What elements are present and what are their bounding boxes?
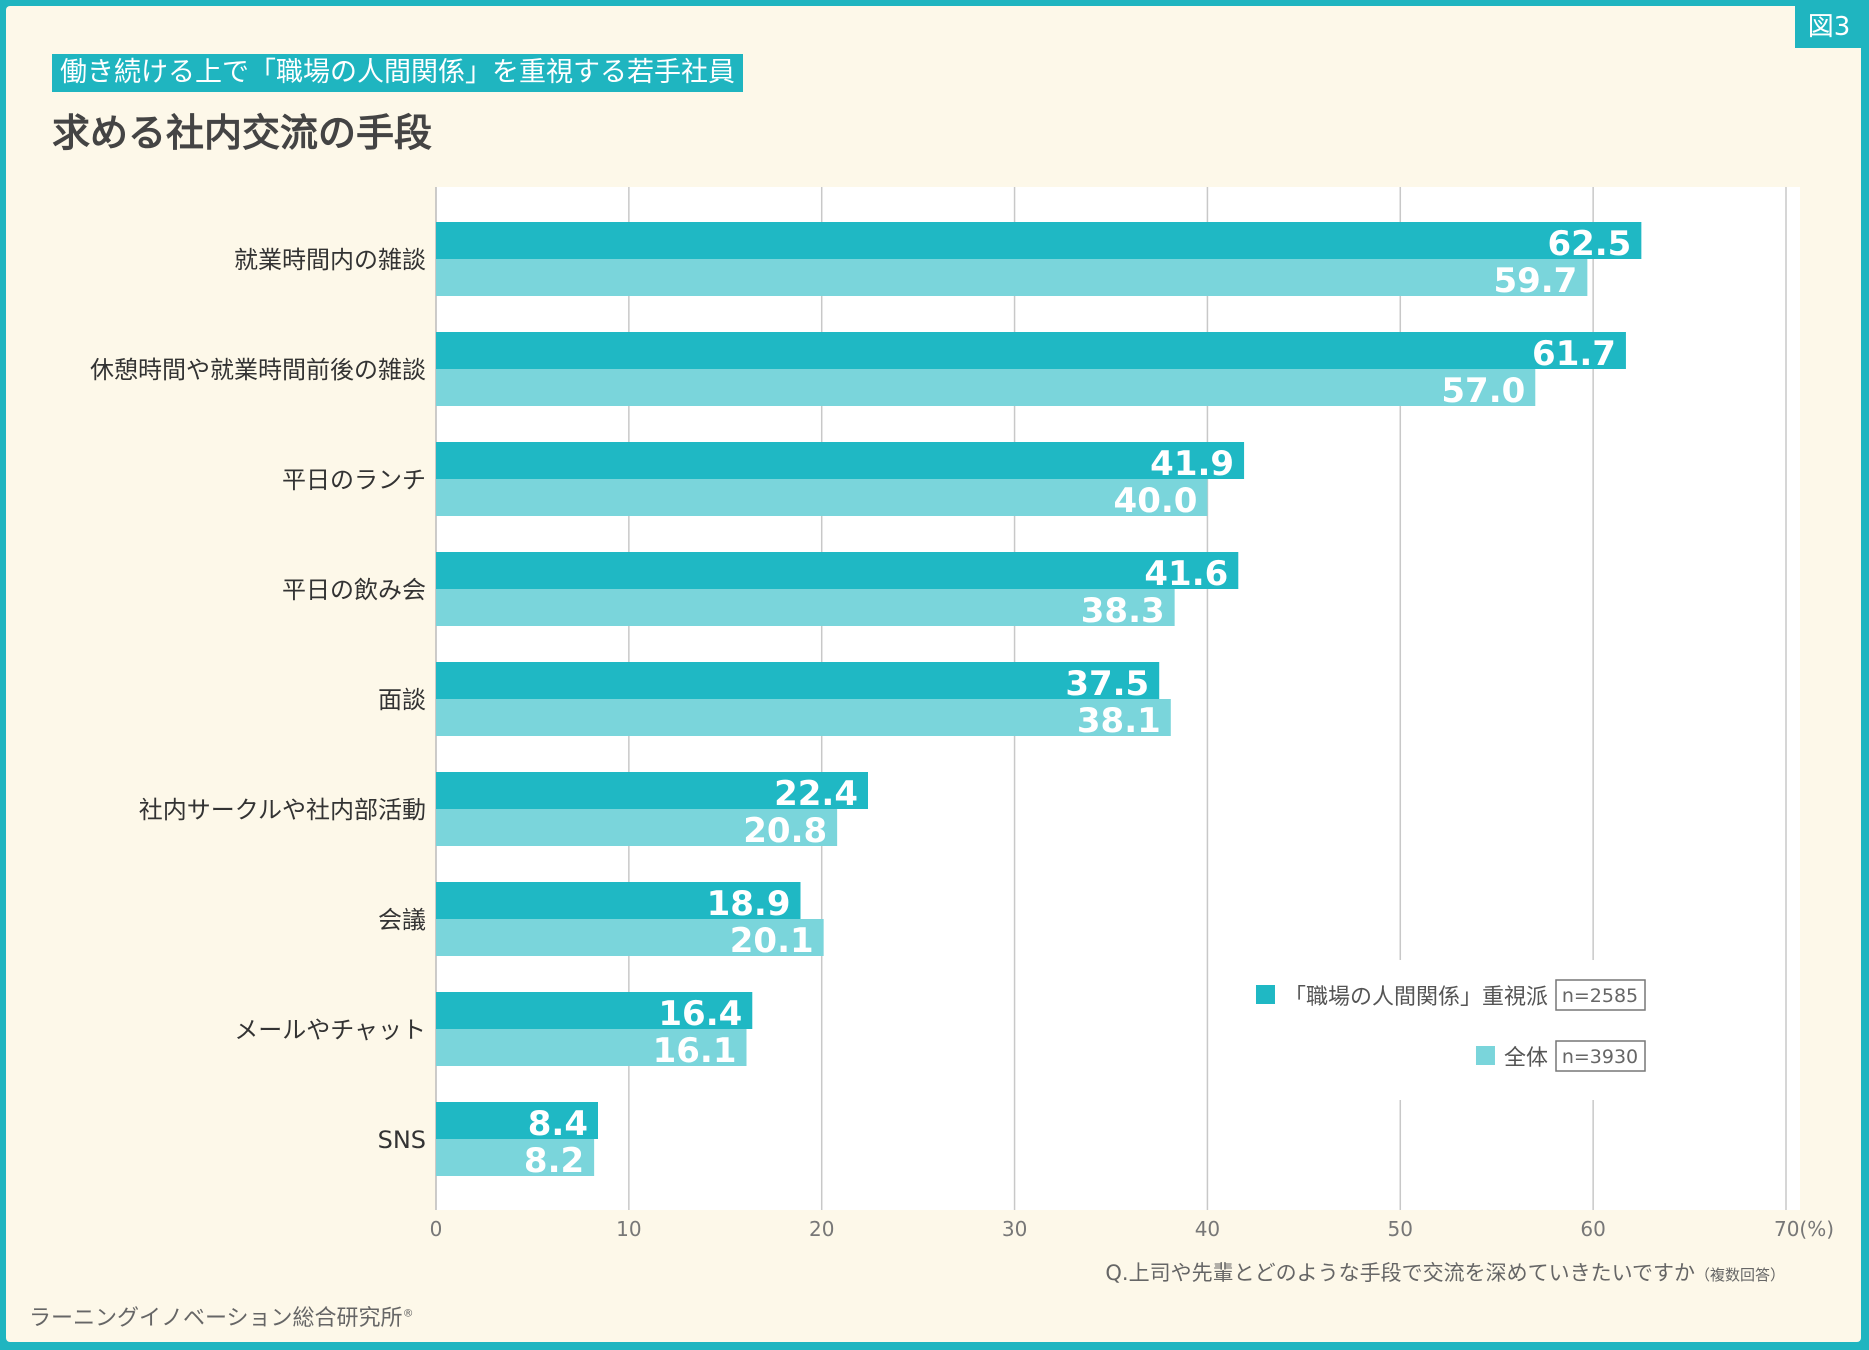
data-label: 41.6 [1144,554,1228,594]
question-text: Q.上司や先輩とどのような手段で交流を深めていきたいですか（複数回答） [1105,1261,1785,1285]
x-tick-label: 70(%) [1774,1217,1834,1241]
data-label: 40.0 [1114,481,1198,521]
bar [436,699,1171,736]
legend-swatch [1255,985,1275,1004]
registered-mark: ® [402,1306,414,1320]
data-label: 38.3 [1081,591,1165,631]
x-tick-label: 60 [1580,1217,1605,1241]
legend-n: n=2585 [1562,985,1638,1007]
category-label: 就業時間内の雑談 [234,246,426,274]
bar [436,1102,598,1139]
category-label: 平日のランチ [282,466,426,494]
bar [436,772,868,809]
bar [436,809,838,846]
bar [436,662,1160,699]
bar [436,552,1239,589]
legend-label: 全体 [1504,1046,1548,1071]
data-label: 18.9 [707,884,791,924]
x-tick-label: 30 [1002,1217,1027,1241]
data-label: 61.7 [1532,334,1616,374]
bar [436,882,801,919]
data-label: 16.1 [653,1031,737,1071]
question-main: Q.上司や先輩とどのような手段で交流を深めていきたいですか [1105,1261,1695,1285]
data-label: 59.7 [1493,261,1577,301]
data-label: 22.4 [774,774,858,814]
bar [436,479,1208,516]
x-tick-label: 40 [1195,1217,1220,1241]
footer-credit: ラーニングイノベーション総合研究所® [29,1300,414,1332]
category-label: 社内サークルや社内部活動 [139,796,426,824]
bar [436,259,1588,296]
legend-n: n=3930 [1562,1046,1638,1068]
bar [436,442,1245,479]
x-tick-label: 20 [809,1217,834,1241]
legend-n-box [1555,979,1646,1011]
category-label: 面談 [378,686,426,714]
data-label: 57.0 [1441,371,1525,411]
category-label: メールやチャット [234,1016,426,1044]
legend-n-box [1555,1040,1646,1072]
category-label: 平日の飲み会 [282,576,426,604]
x-tick-label: 10 [616,1217,641,1241]
data-label: 38.1 [1077,701,1161,741]
footer-text: ラーニングイノベーション総合研究所 [29,1306,403,1331]
category-label: 休憩時間や就業時間前後の雑談 [90,356,426,384]
data-label: 16.4 [658,994,742,1034]
bar [436,992,753,1029]
legend-swatch [1475,1046,1495,1065]
bar [436,222,1642,259]
x-tick-label: 0 [430,1217,443,1241]
bar [436,1029,747,1066]
data-label: 62.5 [1547,224,1631,264]
x-tick-label: 50 [1388,1217,1413,1241]
bar [436,332,1626,369]
data-label: 20.1 [730,921,814,961]
data-label: 20.8 [743,811,827,851]
data-label: 41.9 [1150,444,1234,484]
bar [436,1139,595,1176]
bar [436,369,1536,406]
figure-badge: 図3 [1795,0,1863,48]
data-label: 37.5 [1065,664,1149,704]
legend-label: 「職場の人間関係」重視派 [1284,985,1548,1010]
category-label: 会議 [378,906,426,934]
question-note: （複数回答） [1695,1266,1785,1284]
data-label: 8.2 [524,1141,584,1181]
data-label: 8.4 [528,1104,588,1144]
chart-subtitle: 働き続ける上で「職場の人間関係」を重視する若手社員 [52,54,743,92]
bar [436,589,1175,626]
legend-background [1240,960,1670,1100]
chart-title: 求める社内交流の手段 [52,111,433,155]
category-label: SNS [378,1126,426,1154]
bar [436,919,824,956]
